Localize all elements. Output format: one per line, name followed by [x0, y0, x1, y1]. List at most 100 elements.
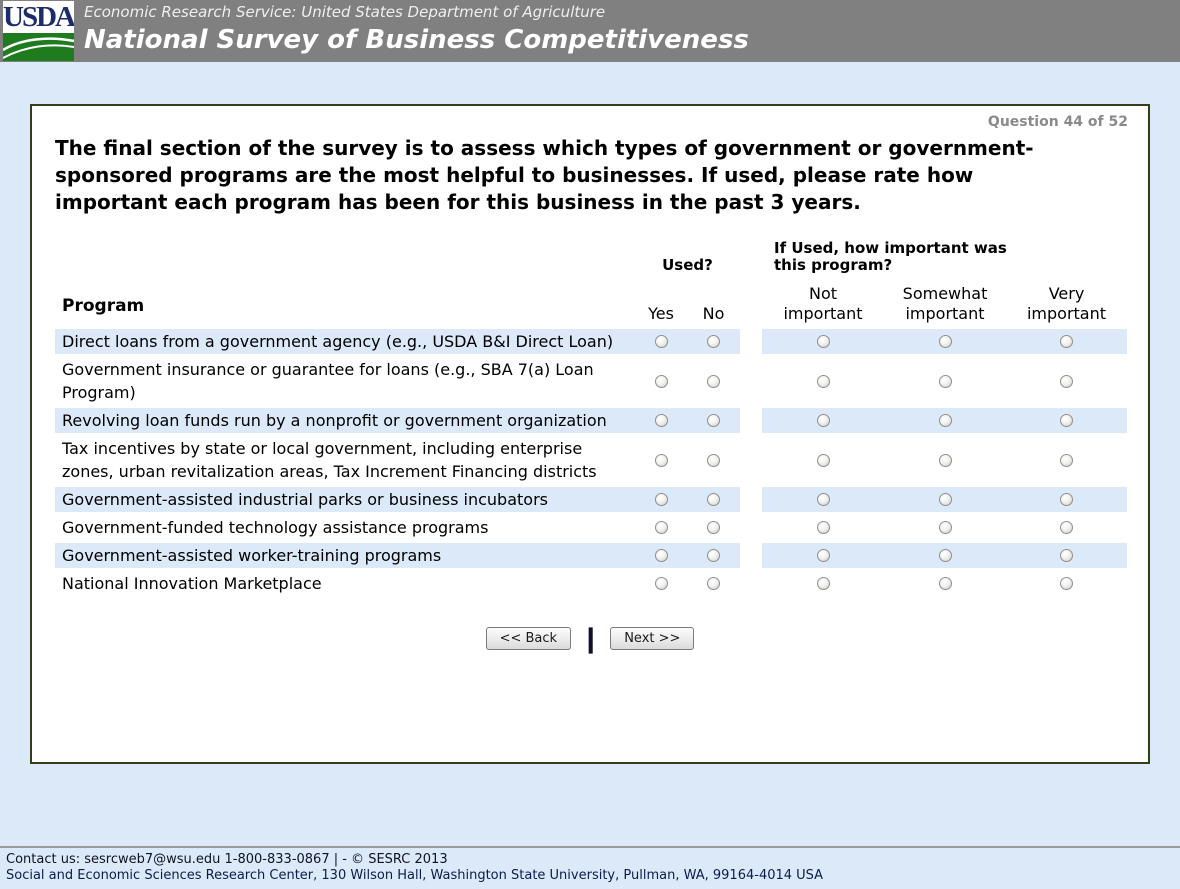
radio-cell [884, 436, 1006, 484]
radio-not-important[interactable] [816, 335, 830, 348]
radio-used-yes[interactable] [654, 521, 668, 534]
radio-somewhat-important[interactable] [938, 521, 952, 534]
radio-not-important[interactable] [816, 549, 830, 562]
radio-used-no[interactable] [707, 335, 720, 348]
radio-cell [884, 329, 1006, 354]
radio-not-important[interactable] [816, 453, 830, 467]
radio-used-yes[interactable] [654, 414, 668, 427]
radio-cell [635, 357, 687, 405]
radio-cell [635, 571, 687, 596]
radio-very-important[interactable] [1060, 374, 1073, 388]
radio-cell [687, 487, 740, 512]
program-label: Tax incentives by state or local governm… [62, 439, 597, 481]
radio-not-important[interactable] [816, 577, 830, 590]
radio-cell [635, 515, 687, 540]
radio-used-yes[interactable] [654, 549, 668, 562]
button-separator: | [585, 624, 596, 653]
program-label: Government-assisted worker-training prog… [55, 543, 635, 568]
radio-used-yes[interactable] [654, 453, 668, 467]
program-row: Direct loans from a government agency (e… [55, 329, 1127, 354]
radio-cell [1006, 543, 1127, 568]
radio-very-important[interactable] [1060, 577, 1073, 590]
radio-not-important[interactable] [816, 521, 830, 534]
radio-cell [635, 408, 687, 433]
program-label: Government-funded technology assistance … [62, 518, 489, 537]
radio-very-important[interactable] [1060, 335, 1073, 348]
importance-group-header-text: If Used, how important was this program? [774, 239, 1007, 274]
survey-title: National Survey of Business Competitiven… [84, 25, 749, 55]
radio-not-important[interactable] [816, 414, 830, 427]
radio-cell [762, 571, 884, 596]
radio-used-no[interactable] [707, 577, 720, 590]
program-label: Revolving loan funds run by a nonprofit … [55, 408, 635, 433]
radio-cell [635, 329, 687, 354]
radio-cell [687, 543, 740, 568]
radio-cell [884, 357, 1006, 405]
program-row: Tax incentives by state or local governm… [55, 436, 1125, 484]
radio-cell [762, 543, 884, 568]
radio-used-no[interactable] [707, 414, 720, 427]
radio-cell [687, 408, 740, 433]
program-row: National Innovation Marketplace [55, 571, 1125, 596]
program-label: National Innovation Marketplace [62, 574, 322, 593]
radio-somewhat-important[interactable] [938, 549, 952, 562]
program-row: Government-assisted industrial parks or … [55, 487, 1127, 512]
radio-cell [687, 329, 740, 354]
radio-cell [762, 329, 884, 354]
program-row: Government-funded technology assistance … [55, 515, 1125, 540]
usda-logo: USDA [3, 1, 74, 61]
radio-cell [884, 515, 1006, 540]
header-text: Economic Research Service: United States… [0, 0, 1180, 56]
radio-used-no[interactable] [707, 493, 720, 506]
radio-used-no[interactable] [707, 549, 720, 562]
radio-used-yes[interactable] [654, 374, 668, 388]
radio-somewhat-important[interactable] [938, 374, 952, 388]
radio-cell [1006, 436, 1127, 484]
radio-somewhat-important[interactable] [938, 335, 952, 348]
radio-cell [687, 436, 740, 484]
radio-cell [635, 487, 687, 512]
header-bar: USDA Economic Research Service: United S… [0, 0, 1180, 62]
next-button[interactable]: Next >> [610, 627, 695, 650]
radio-cell [762, 436, 884, 484]
radio-somewhat-important[interactable] [938, 414, 952, 427]
usda-logo-text: USDA [3, 1, 74, 33]
radio-used-no[interactable] [707, 521, 720, 534]
radio-cell [687, 357, 740, 405]
not-important-column-header: Not important [783, 284, 863, 323]
radio-very-important[interactable] [1060, 549, 1073, 562]
program-row: Government insurance or guarantee for lo… [55, 357, 1125, 405]
radio-used-yes[interactable] [654, 577, 668, 590]
radio-used-yes[interactable] [654, 493, 668, 506]
back-button[interactable]: << Back [485, 627, 572, 650]
radio-very-important[interactable] [1060, 493, 1073, 506]
radio-somewhat-important[interactable] [938, 493, 952, 506]
radio-cell [1006, 515, 1127, 540]
radio-used-yes[interactable] [654, 335, 668, 348]
program-column-header: Program [62, 296, 145, 316]
radio-very-important[interactable] [1060, 414, 1073, 427]
radio-cell [762, 408, 884, 433]
radio-cell [1006, 571, 1127, 596]
footer: Contact us: sesrcweb7@wsu.edu 1-800-833-… [0, 846, 1180, 889]
program-row: Government-assisted worker-training prog… [55, 543, 1127, 568]
radio-cell [884, 408, 1006, 433]
radio-cell [884, 487, 1006, 512]
footer-address-line: Social and Economic Sciences Research Ce… [6, 868, 824, 883]
radio-very-important[interactable] [1060, 453, 1073, 467]
yes-column-header: Yes [648, 304, 674, 323]
radio-cell [635, 436, 687, 484]
radio-cell [884, 543, 1006, 568]
program-label: Government insurance or guarantee for lo… [62, 360, 594, 402]
radio-used-no[interactable] [707, 374, 720, 388]
radio-somewhat-important[interactable] [938, 577, 952, 590]
radio-used-no[interactable] [707, 453, 720, 467]
radio-cell [1006, 408, 1127, 433]
program-label: Government-assisted industrial parks or … [55, 487, 635, 512]
footer-contact-line: Contact us: sesrcweb7@wsu.edu 1-800-833-… [6, 852, 448, 867]
radio-very-important[interactable] [1060, 521, 1073, 534]
radio-not-important[interactable] [816, 374, 830, 388]
radio-somewhat-important[interactable] [938, 453, 952, 467]
radio-cell [635, 543, 687, 568]
radio-not-important[interactable] [816, 493, 830, 506]
